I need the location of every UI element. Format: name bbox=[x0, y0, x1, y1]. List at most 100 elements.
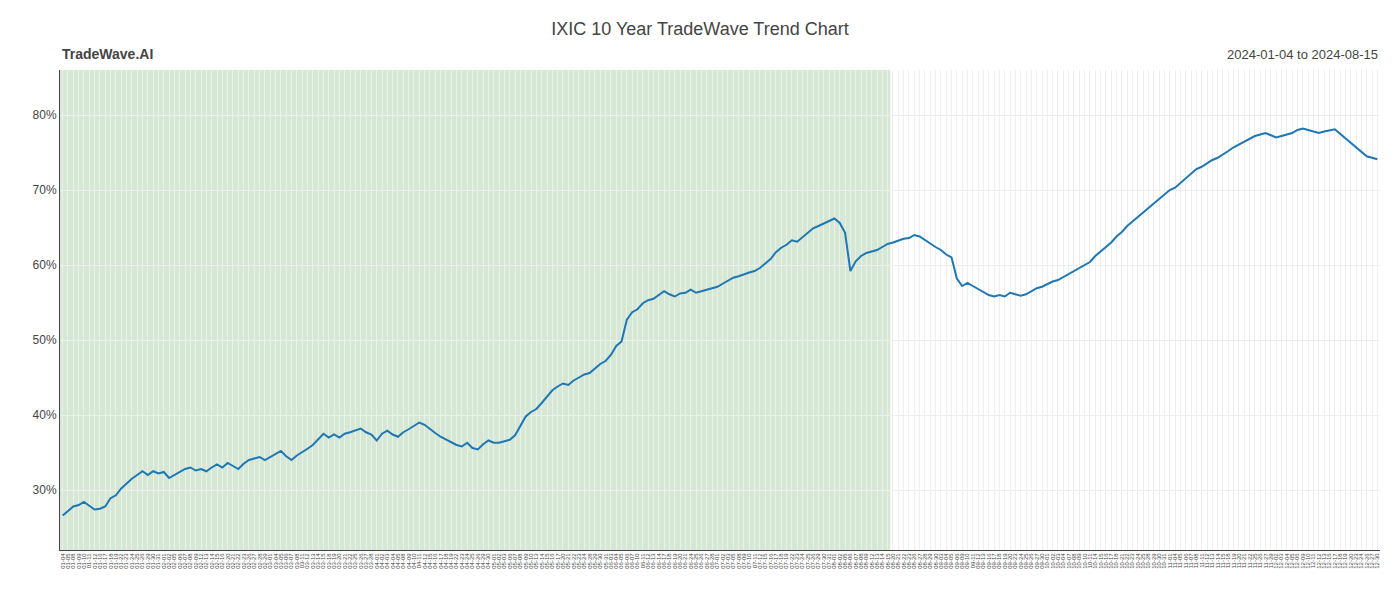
svg-text:10-14: 10-14 bbox=[1092, 553, 1098, 569]
svg-text:04-09: 04-09 bbox=[406, 553, 412, 569]
svg-text:05-28: 05-28 bbox=[587, 553, 593, 569]
svg-text:10-28: 10-28 bbox=[1145, 553, 1151, 569]
svg-text:12-23: 12-23 bbox=[1353, 553, 1359, 569]
svg-text:12-13: 12-13 bbox=[1321, 553, 1327, 569]
svg-text:08-28: 08-28 bbox=[922, 553, 928, 569]
svg-text:03-18: 03-18 bbox=[326, 553, 332, 569]
svg-text:06-26: 06-26 bbox=[698, 553, 704, 569]
svg-text:09-25: 09-25 bbox=[1023, 553, 1029, 569]
svg-text:01-22: 01-22 bbox=[118, 553, 124, 569]
svg-text:11-11: 11-11 bbox=[1199, 553, 1205, 568]
svg-text:10-16: 10-16 bbox=[1103, 553, 1109, 569]
svg-text:30%: 30% bbox=[33, 483, 57, 497]
svg-text:10-15: 10-15 bbox=[1098, 553, 1104, 569]
svg-text:07-02: 07-02 bbox=[720, 553, 726, 569]
svg-text:09-04: 09-04 bbox=[943, 553, 949, 569]
svg-text:02-06: 02-06 bbox=[177, 553, 183, 569]
svg-text:12-10: 12-10 bbox=[1305, 553, 1311, 569]
svg-text:10-07: 10-07 bbox=[1066, 553, 1072, 569]
svg-text:08-29: 08-29 bbox=[927, 553, 933, 569]
svg-text:10-04: 10-04 bbox=[1060, 553, 1066, 569]
svg-text:05-03: 05-03 bbox=[501, 553, 507, 569]
svg-text:07-12: 07-12 bbox=[757, 553, 763, 569]
svg-text:08-30: 08-30 bbox=[933, 553, 939, 569]
svg-text:04-19: 04-19 bbox=[448, 553, 454, 569]
svg-text:01-24: 01-24 bbox=[129, 553, 135, 569]
svg-text:11-08: 11-08 bbox=[1193, 553, 1199, 569]
svg-text:02-15: 02-15 bbox=[214, 553, 220, 569]
svg-text:03-04: 03-04 bbox=[273, 553, 279, 569]
svg-text:02-21: 02-21 bbox=[230, 553, 236, 569]
svg-text:03-11: 03-11 bbox=[299, 553, 305, 569]
svg-text:05-22: 05-22 bbox=[571, 553, 577, 569]
svg-text:04-10: 04-10 bbox=[411, 553, 417, 569]
svg-text:03-27: 03-27 bbox=[363, 553, 369, 569]
svg-text:50%: 50% bbox=[33, 333, 57, 347]
svg-text:05-14: 05-14 bbox=[539, 553, 545, 569]
svg-text:01-17: 01-17 bbox=[102, 553, 108, 569]
svg-text:02-12: 02-12 bbox=[198, 553, 204, 569]
svg-text:06-20: 06-20 bbox=[677, 553, 683, 569]
svg-text:07-26: 07-26 bbox=[810, 553, 816, 569]
svg-text:05-15: 05-15 bbox=[544, 553, 550, 569]
svg-text:11-01: 11-01 bbox=[1167, 553, 1173, 569]
svg-text:12-20: 12-20 bbox=[1348, 553, 1354, 569]
svg-text:07-30: 07-30 bbox=[821, 553, 827, 569]
svg-text:05-10: 05-10 bbox=[528, 553, 534, 569]
svg-text:03-05: 03-05 bbox=[278, 553, 284, 569]
svg-text:07-22: 07-22 bbox=[789, 553, 795, 569]
svg-text:04-01: 04-01 bbox=[374, 553, 380, 569]
svg-text:04-18: 04-18 bbox=[443, 553, 449, 569]
svg-text:09-24: 09-24 bbox=[1018, 553, 1024, 569]
svg-text:07-10: 07-10 bbox=[746, 553, 752, 569]
svg-text:07-29: 07-29 bbox=[815, 553, 821, 569]
svg-text:07-03: 07-03 bbox=[725, 553, 731, 569]
svg-text:02-13: 02-13 bbox=[203, 553, 209, 569]
svg-text:04-29: 04-29 bbox=[480, 553, 486, 569]
svg-text:10-30: 10-30 bbox=[1156, 553, 1162, 569]
svg-text:11-22: 11-22 bbox=[1247, 553, 1253, 569]
svg-text:03-15: 03-15 bbox=[320, 553, 326, 569]
svg-text:06-13: 06-13 bbox=[650, 553, 656, 569]
svg-text:11-14: 11-14 bbox=[1215, 553, 1221, 569]
svg-text:01-09: 01-09 bbox=[76, 553, 82, 569]
svg-text:02-26: 02-26 bbox=[246, 553, 252, 569]
svg-text:10-23: 10-23 bbox=[1129, 553, 1135, 569]
svg-text:07-08: 07-08 bbox=[736, 553, 742, 569]
svg-text:06-17: 06-17 bbox=[661, 553, 667, 569]
svg-text:03-06: 03-06 bbox=[283, 553, 289, 569]
svg-text:01-16: 01-16 bbox=[97, 553, 103, 569]
svg-text:01-19: 01-19 bbox=[113, 553, 119, 569]
svg-text:09-16: 09-16 bbox=[986, 553, 992, 569]
svg-text:40%: 40% bbox=[33, 408, 57, 422]
svg-text:11-05: 11-05 bbox=[1177, 553, 1183, 569]
svg-text:09-06: 09-06 bbox=[954, 553, 960, 569]
svg-text:08-06: 08-06 bbox=[847, 553, 853, 569]
svg-text:11-29: 11-29 bbox=[1268, 553, 1274, 569]
svg-text:08-27: 08-27 bbox=[917, 553, 923, 569]
svg-text:07-15: 07-15 bbox=[762, 553, 768, 569]
svg-text:09-05: 09-05 bbox=[948, 553, 954, 569]
svg-text:10-31: 10-31 bbox=[1161, 553, 1167, 569]
svg-text:02-01: 02-01 bbox=[161, 553, 167, 569]
svg-text:11-07: 11-07 bbox=[1188, 553, 1194, 569]
svg-text:11-19: 11-19 bbox=[1231, 553, 1237, 569]
svg-text:03-01: 03-01 bbox=[267, 553, 273, 569]
svg-text:12-19: 12-19 bbox=[1342, 553, 1348, 569]
svg-text:12-06: 12-06 bbox=[1294, 553, 1300, 569]
svg-text:06-03: 06-03 bbox=[608, 553, 614, 569]
svg-text:08-05: 08-05 bbox=[842, 553, 848, 569]
svg-text:07-24: 07-24 bbox=[799, 553, 805, 569]
svg-text:05-23: 05-23 bbox=[576, 553, 582, 569]
svg-text:09-18: 09-18 bbox=[996, 553, 1002, 569]
svg-text:05-16: 05-16 bbox=[549, 553, 555, 569]
svg-text:05-30: 05-30 bbox=[597, 553, 603, 569]
svg-text:11-27: 11-27 bbox=[1263, 553, 1269, 569]
svg-text:04-03: 04-03 bbox=[384, 553, 390, 569]
svg-text:04-15: 04-15 bbox=[427, 553, 433, 569]
svg-text:06-04: 06-04 bbox=[613, 553, 619, 569]
svg-text:04-25: 04-25 bbox=[469, 553, 475, 569]
svg-text:03-12: 03-12 bbox=[304, 553, 310, 569]
svg-text:80%: 80% bbox=[33, 108, 57, 122]
svg-text:03-19: 03-19 bbox=[331, 553, 337, 569]
